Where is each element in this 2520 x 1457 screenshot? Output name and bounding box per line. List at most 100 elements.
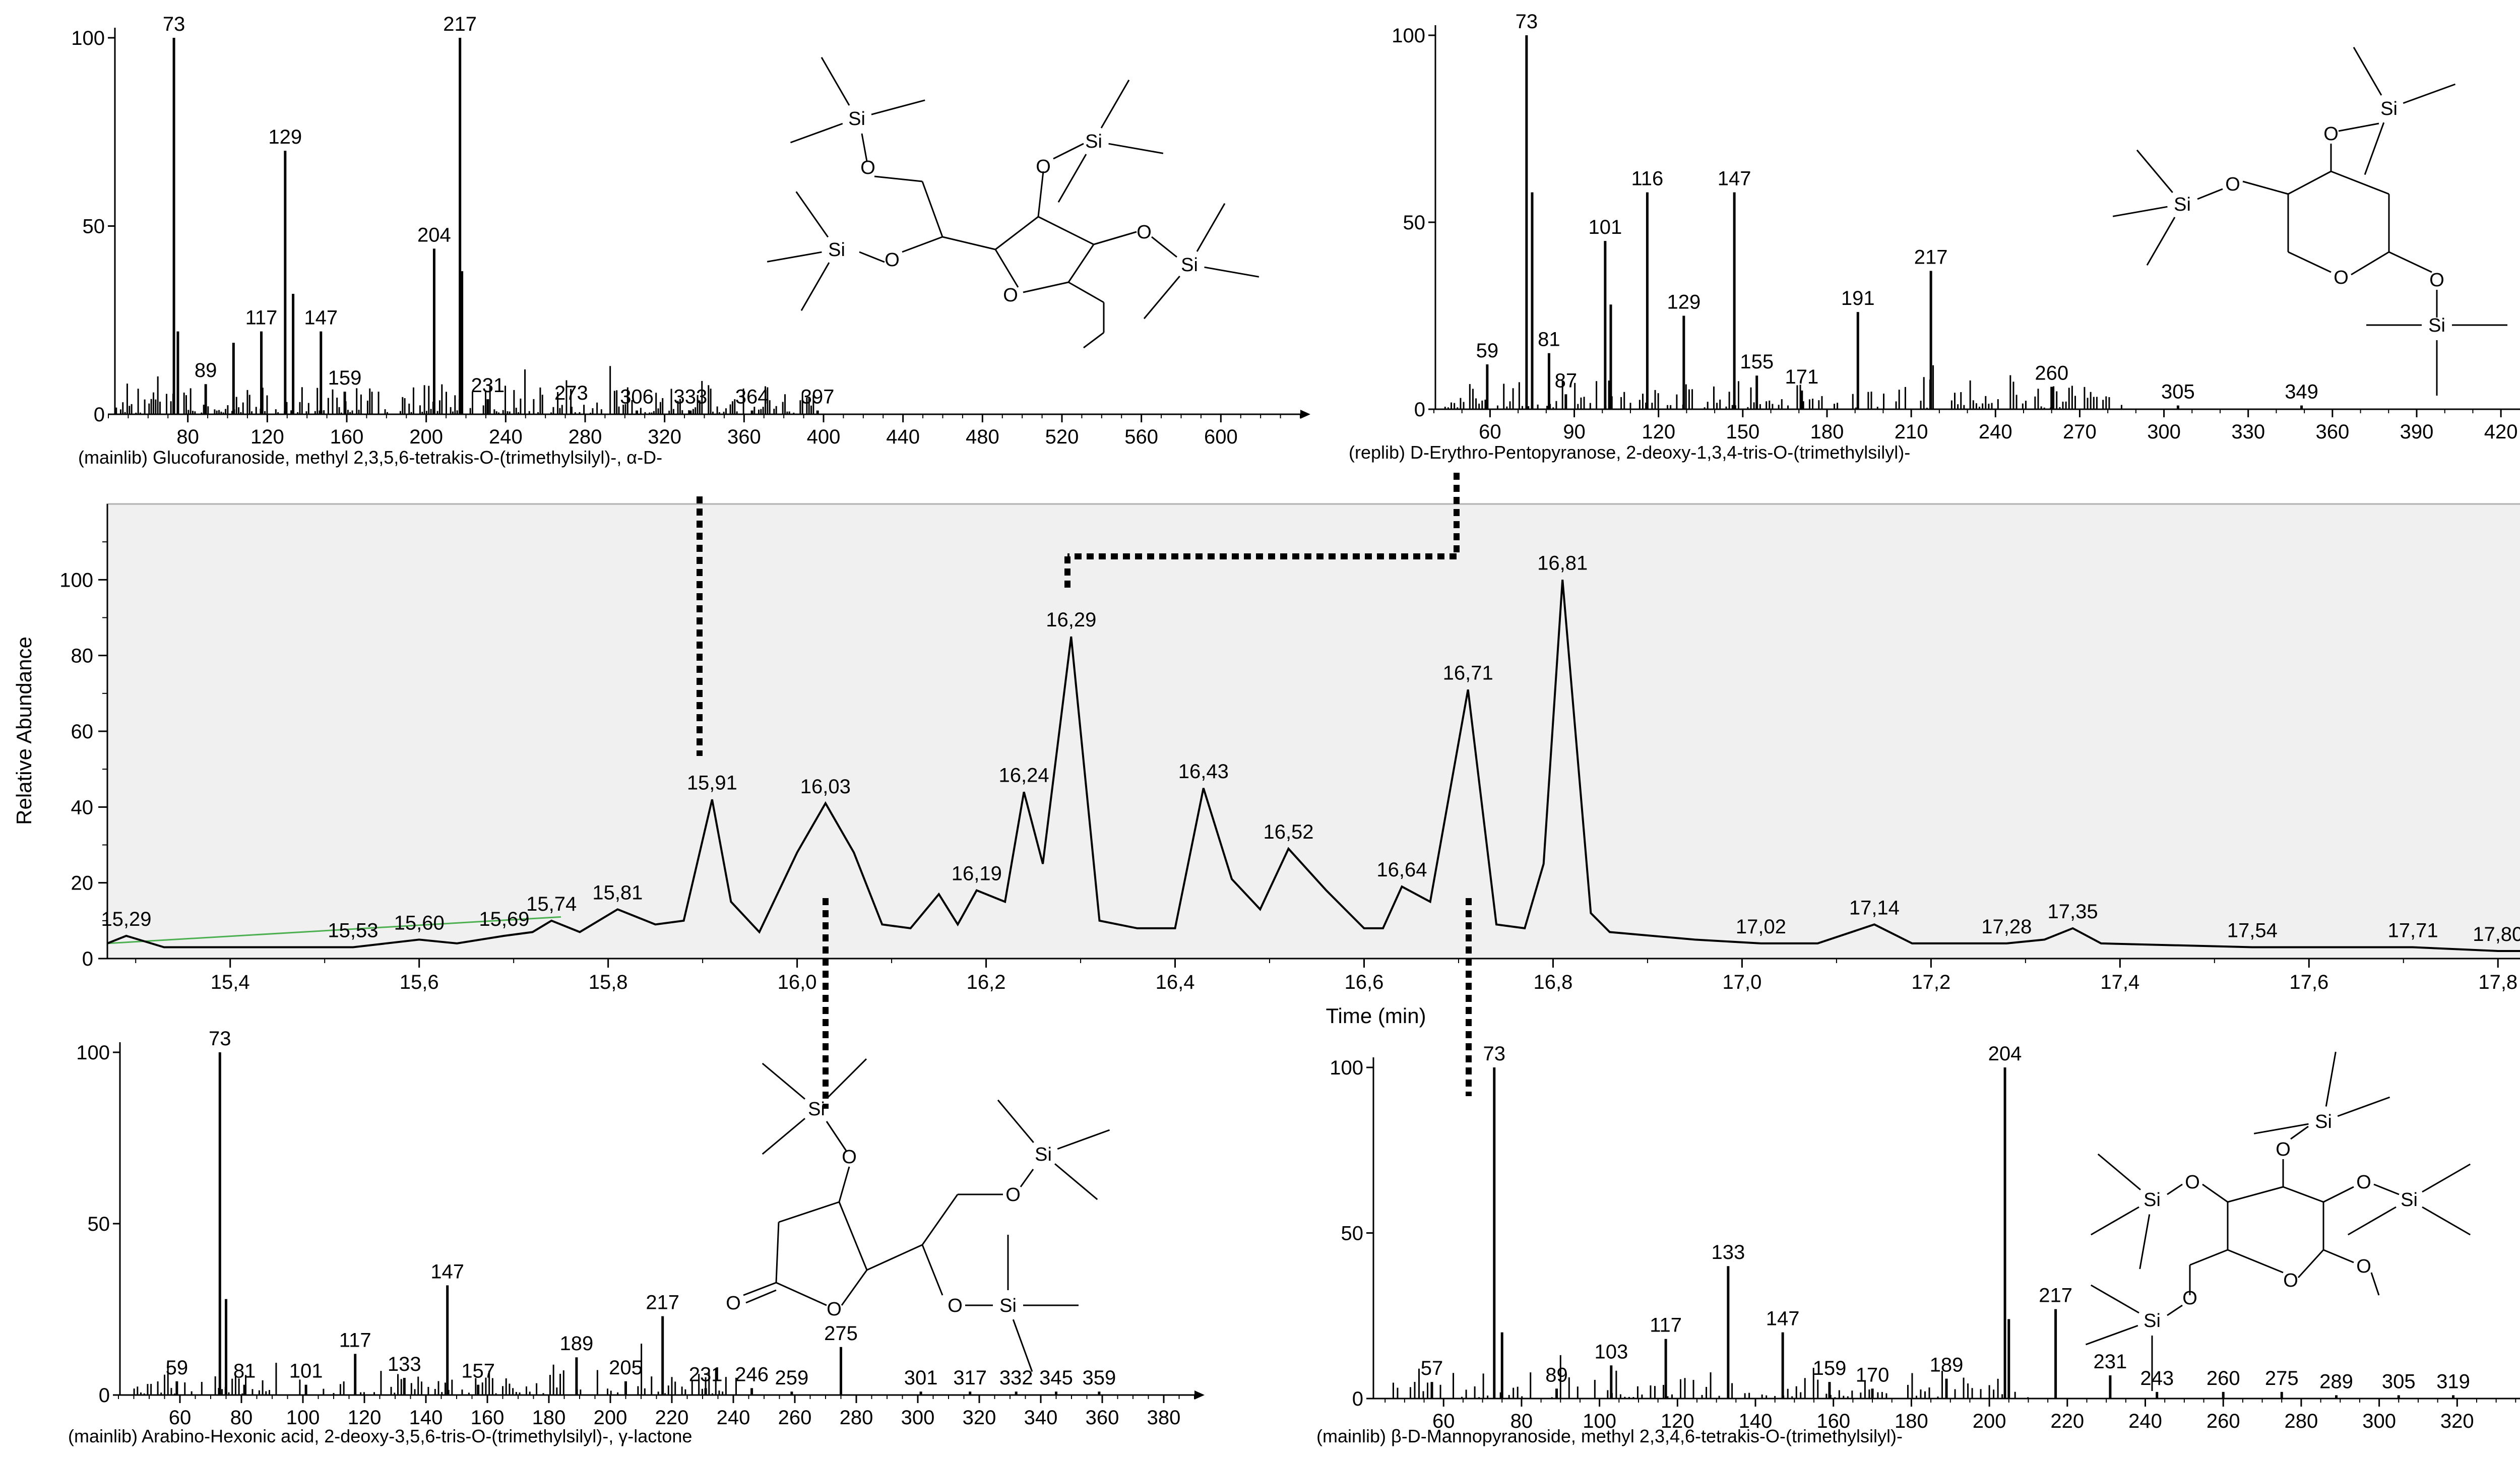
peak-label: 319 bbox=[2436, 1370, 2470, 1392]
bond bbox=[871, 99, 925, 115]
y-axis-label: Relative Abundance bbox=[12, 637, 36, 825]
bond bbox=[1020, 1169, 1034, 1187]
x-tick-label: 100 bbox=[1583, 1410, 1616, 1432]
bond bbox=[866, 1244, 923, 1271]
y-tick-label: 100 bbox=[1330, 1057, 1363, 1079]
spectrum-glucofuranoside: 0 50 100 80 120 160 200 240 280 320 360 400 440 480 52… bbox=[71, 13, 1310, 468]
x-tick-label: 280 bbox=[840, 1407, 873, 1429]
bond bbox=[2283, 1186, 2324, 1203]
peak-label: 259 bbox=[775, 1367, 809, 1389]
atom-label: O bbox=[2356, 1256, 2371, 1277]
bond bbox=[821, 57, 850, 106]
peak-label: 231 bbox=[471, 374, 505, 397]
atom-label: O bbox=[2334, 267, 2349, 288]
bond bbox=[1100, 80, 1130, 129]
x-axis-label: Time (min) bbox=[1326, 1004, 1426, 1028]
x-tick-label: 180 bbox=[1895, 1410, 1928, 1432]
y-tick-label: 50 bbox=[1403, 212, 1426, 234]
bond bbox=[2338, 122, 2379, 132]
peak-label: 73 bbox=[1516, 11, 1538, 33]
bond bbox=[2422, 1163, 2471, 1193]
x-tick-label: 360 bbox=[727, 426, 761, 448]
x-tick-label: 200 bbox=[409, 426, 443, 448]
peak-label: 16,43 bbox=[1178, 761, 1229, 783]
x-tick-label: 120 bbox=[348, 1407, 382, 1429]
x-tick-label: 120 bbox=[250, 426, 284, 448]
bond bbox=[1053, 143, 1084, 160]
peak-label: 133 bbox=[1712, 1241, 1745, 1263]
peak-label: 73 bbox=[163, 13, 185, 35]
bond bbox=[2202, 1183, 2228, 1203]
spectrum-mannopyranoside: 0 50 100 60 80 100 120 140 160 180 200 220 240 260 280… bbox=[1316, 1043, 2520, 1446]
atom-label: O bbox=[842, 1147, 857, 1168]
atom-label: O bbox=[2356, 1172, 2371, 1193]
x-tick-label: 16,6 bbox=[1345, 971, 1384, 993]
peak-label: 191 bbox=[1841, 287, 1875, 309]
peak-label: 81 bbox=[233, 1360, 256, 1382]
peak-label: 275 bbox=[2265, 1367, 2299, 1389]
atom-label: O bbox=[2283, 1270, 2298, 1291]
bond bbox=[745, 1289, 777, 1304]
x-tick-label: 260 bbox=[778, 1407, 812, 1429]
spectrum-pentopyranose: 0 50 100 60 90 120 150 180 210 240 270 300 330 360 390… bbox=[1349, 11, 2520, 463]
atom-label: O bbox=[1137, 222, 1152, 243]
bond bbox=[2403, 83, 2456, 104]
bond bbox=[2146, 217, 2176, 266]
x-tick-label: 340 bbox=[1024, 1407, 1058, 1429]
x-tick-label: 560 bbox=[1124, 426, 1158, 448]
peak-label: 17,54 bbox=[2227, 919, 2278, 941]
peak-label: 204 bbox=[417, 224, 451, 246]
x-tick-label: 60 bbox=[169, 1407, 192, 1429]
y-tick-label: 100 bbox=[1392, 25, 1425, 47]
bond bbox=[2189, 1249, 2228, 1266]
bond bbox=[790, 122, 843, 144]
bond bbox=[1108, 143, 1164, 154]
bond bbox=[762, 1118, 805, 1155]
peak-label: 317 bbox=[953, 1367, 987, 1389]
peak-label: 101 bbox=[1588, 216, 1622, 238]
atom-label: O bbox=[2185, 1172, 2200, 1193]
bond bbox=[902, 236, 943, 253]
peak-label: 147 bbox=[304, 307, 338, 329]
y-tick-label: 100 bbox=[59, 569, 93, 591]
peak-label: 147 bbox=[1766, 1308, 1800, 1330]
peak-label: 17,28 bbox=[1981, 916, 2032, 938]
peak-label: 16,19 bbox=[952, 863, 1002, 885]
x-tick-label: 300 bbox=[901, 1407, 935, 1429]
peak-label: 15,81 bbox=[592, 881, 643, 904]
spectrum-caption: (mainlib) Glucofuranoside, methyl 2,3,5,… bbox=[78, 447, 662, 468]
dotted-connectors bbox=[697, 473, 1472, 1109]
peak-label: 170 bbox=[1856, 1364, 1889, 1386]
x-tick-label: 60 bbox=[1432, 1410, 1455, 1432]
x-tick-label: 120 bbox=[1661, 1410, 1694, 1432]
peak-label: 73 bbox=[1483, 1043, 1506, 1065]
y-tick-label: 100 bbox=[76, 1042, 110, 1064]
peak-label: 231 bbox=[689, 1363, 723, 1385]
x-tick-label: 390 bbox=[2400, 421, 2434, 443]
bond bbox=[921, 1194, 959, 1245]
bond bbox=[1038, 216, 1094, 245]
peak-label: 157 bbox=[461, 1360, 495, 1382]
atom-label: O bbox=[2182, 1288, 2197, 1309]
bond bbox=[995, 216, 1039, 250]
y-tick-label: 40 bbox=[71, 796, 94, 818]
x-tick-label: 600 bbox=[1204, 426, 1238, 448]
y-tick-label: 0 bbox=[94, 404, 105, 426]
bond bbox=[2337, 1096, 2390, 1117]
peak-label: 57 bbox=[1421, 1357, 1443, 1379]
peak-label: 231 bbox=[2094, 1351, 2127, 1373]
x-tick-label: 140 bbox=[409, 1407, 443, 1429]
x-tick-label: 90 bbox=[1563, 421, 1586, 443]
peak-label: 260 bbox=[2035, 362, 2068, 384]
x-tick-label: 270 bbox=[2063, 421, 2097, 443]
peak-label: 204 bbox=[1988, 1043, 2022, 1065]
bond bbox=[2197, 188, 2223, 200]
atom-label: Si bbox=[2144, 1189, 2161, 1211]
bond bbox=[2325, 1051, 2337, 1107]
bond bbox=[2136, 149, 2173, 193]
bond bbox=[2288, 170, 2332, 195]
bond bbox=[2253, 1123, 2309, 1134]
y-tick-label: 0 bbox=[82, 948, 93, 970]
peak-label: 217 bbox=[443, 13, 477, 35]
